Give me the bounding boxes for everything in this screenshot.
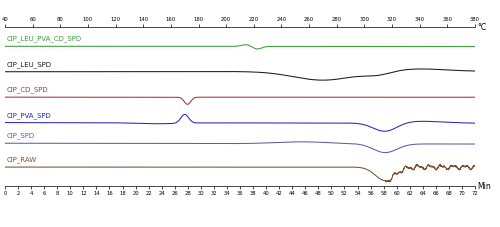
Text: CIP_SPD: CIP_SPD (7, 133, 35, 139)
Text: CIP_CD_SPD: CIP_CD_SPD (7, 86, 48, 93)
Text: CIP_PVA_SPD: CIP_PVA_SPD (7, 112, 52, 118)
Text: CIP_RAW: CIP_RAW (7, 156, 37, 163)
Text: °C: °C (478, 23, 486, 32)
Text: CIP_LEU_PVA_CD_SPD: CIP_LEU_PVA_CD_SPD (7, 36, 82, 42)
Text: Min: Min (478, 182, 491, 191)
Text: CIP_LEU_SPD: CIP_LEU_SPD (7, 61, 52, 68)
